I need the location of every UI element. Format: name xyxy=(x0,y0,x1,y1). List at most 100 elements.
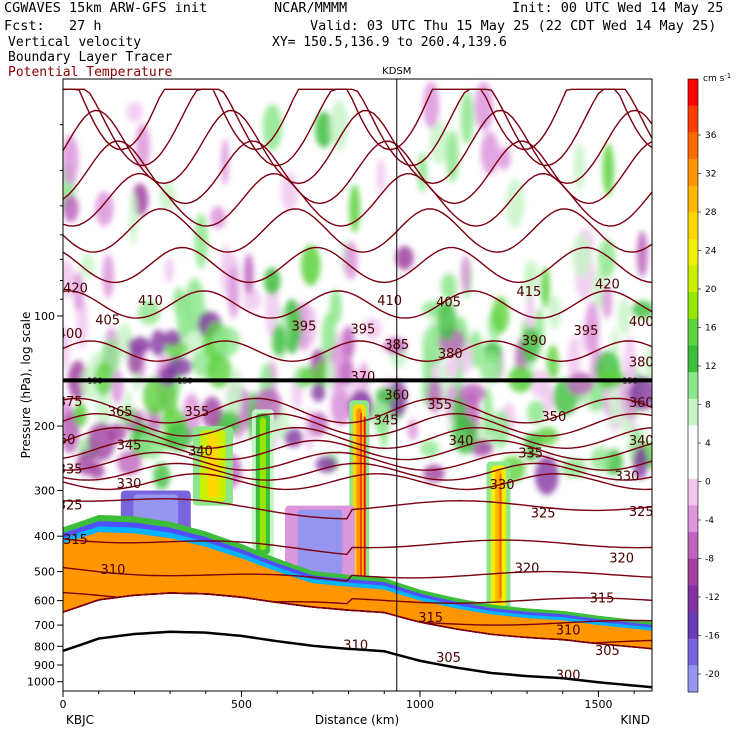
updraft-cell xyxy=(137,300,161,325)
theta-contour-label: 345 xyxy=(374,413,399,428)
theta-contour-label: 380 xyxy=(629,355,654,370)
updraft-cell xyxy=(194,213,209,269)
updraft-cell xyxy=(300,366,316,386)
field-vertical-velocity: Vertical velocity xyxy=(8,35,142,50)
theta-contour-label: 365 xyxy=(108,405,133,420)
colorbar-label: 16 xyxy=(705,324,717,334)
downdraft-cell xyxy=(150,329,167,357)
theta-contour xyxy=(63,472,652,491)
colorbar: 36 32 28 24 20 16 12 8 4 0 -4 -8 -12 -16 -20 xyxy=(687,78,720,693)
downdraft-cell xyxy=(535,456,559,495)
downdraft-cell xyxy=(227,266,240,320)
updraft-cell xyxy=(329,289,342,325)
theta-contour-label: 410 xyxy=(377,294,402,309)
colorbar-swatch xyxy=(688,505,698,533)
axes: 0 500 1000 1500 100 200 300 400 500 600 700 800 900 1… xyxy=(27,124,635,711)
theta-contour-label: 305 xyxy=(595,644,620,659)
theta-contour xyxy=(63,591,652,605)
updraft-cell xyxy=(165,422,193,452)
theta-contour-label: 325 xyxy=(58,499,83,514)
x-tick-label: 0 xyxy=(60,698,67,711)
updraft-cell xyxy=(437,301,457,341)
colorbar-swatch xyxy=(688,158,698,187)
downdraft-cell xyxy=(63,194,79,223)
updraft-cell xyxy=(271,324,286,357)
downdraft-cell xyxy=(633,445,648,480)
y-tick-label: 900 xyxy=(34,659,55,672)
colorbar-frame xyxy=(687,78,699,693)
colorbar-label: -4 xyxy=(705,516,714,526)
updraft-cell xyxy=(547,294,562,330)
updraft-cell xyxy=(546,344,560,380)
colorbar-swatch xyxy=(688,292,698,320)
colorbar-swatch xyxy=(688,265,698,293)
init-time: Init: 00 UTC Wed 14 May 25 xyxy=(512,0,724,16)
theta-contour-label: 340 xyxy=(449,434,474,449)
vertical-velocity-field xyxy=(63,81,652,650)
theta-contour xyxy=(63,498,652,520)
cross-section-endpoints: XY= 150.5,136.9 to 260.4,139.6 xyxy=(272,35,507,50)
downdraft-cell xyxy=(210,206,226,229)
terrain-fill xyxy=(63,631,652,691)
x-axis-title: Distance (km) xyxy=(315,713,399,727)
updraft-cell xyxy=(158,181,176,212)
downdraft-cell xyxy=(445,355,460,379)
tropopause-label: 150 xyxy=(87,376,102,385)
theta-contour-label: 315 xyxy=(590,592,615,607)
downdraft-cell xyxy=(63,134,79,186)
theta-contour-label: 330 xyxy=(117,477,142,492)
valid-time: Valid: 03 UTC Thu 15 May 25 (22 CDT Wed … xyxy=(310,18,717,34)
theta-contour xyxy=(63,462,652,481)
colorbar-swatch xyxy=(688,185,698,213)
updraft-cell xyxy=(420,440,440,458)
tropopause-label: 150 xyxy=(622,376,637,385)
theta-contour-label: 355 xyxy=(427,398,452,413)
theta-contour-label: 325 xyxy=(629,505,654,520)
colorbar-label: 8 xyxy=(705,401,711,411)
updraft-cell xyxy=(349,184,361,233)
theta-contour-label: 340 xyxy=(188,445,213,460)
downdraft-cell xyxy=(117,450,142,476)
updraft-column xyxy=(259,417,266,551)
boundary-layer-tracer xyxy=(63,532,652,650)
y-axis-title: Pressure (hPa), log scale xyxy=(19,312,33,459)
updraft-cell xyxy=(591,446,611,472)
theta-contour-label: 395 xyxy=(292,320,317,335)
updraft-cell xyxy=(142,376,166,416)
y-tick-label: 200 xyxy=(34,420,55,433)
theta-contour xyxy=(63,290,652,319)
theta-contour xyxy=(63,246,652,284)
colorbar-label: 28 xyxy=(705,208,717,218)
colorbar-swatch xyxy=(688,532,698,560)
plot-frame xyxy=(62,78,653,692)
theta-contour xyxy=(63,140,652,205)
colorbar-label: 20 xyxy=(705,285,717,295)
downdraft-cell xyxy=(497,146,511,170)
colorbar-swatch xyxy=(688,238,698,267)
downdraft-cell xyxy=(95,191,114,227)
updraft-cell xyxy=(598,369,626,388)
colorbar-swatch xyxy=(688,372,698,400)
downdraft-cell xyxy=(362,317,382,340)
downdraft-cell xyxy=(395,245,414,270)
downdraft-cell xyxy=(167,357,193,377)
terrain xyxy=(63,630,652,691)
theta-contour-label: 400 xyxy=(58,327,83,342)
station-marker-label: KDSM xyxy=(382,66,411,77)
theta-contour-label: 370 xyxy=(350,370,375,385)
downdraft-cell xyxy=(427,378,443,413)
theta-contour-label: 335 xyxy=(58,463,83,478)
downdraft-cell xyxy=(474,82,494,132)
updraft-cell xyxy=(590,381,605,412)
colorbar-swatch xyxy=(688,612,698,640)
model-title: CGWAVES 15km ARW-GFS init xyxy=(4,0,208,16)
updraft-cell xyxy=(644,346,652,386)
updraft-cell xyxy=(479,351,503,384)
theta-contour xyxy=(63,412,652,437)
downdraft-cell xyxy=(102,253,115,299)
downdraft-cell xyxy=(422,81,440,129)
theta-contour-label: 405 xyxy=(95,314,120,329)
downdraft-cell xyxy=(127,346,143,375)
theta-contour-label: 320 xyxy=(515,562,540,577)
